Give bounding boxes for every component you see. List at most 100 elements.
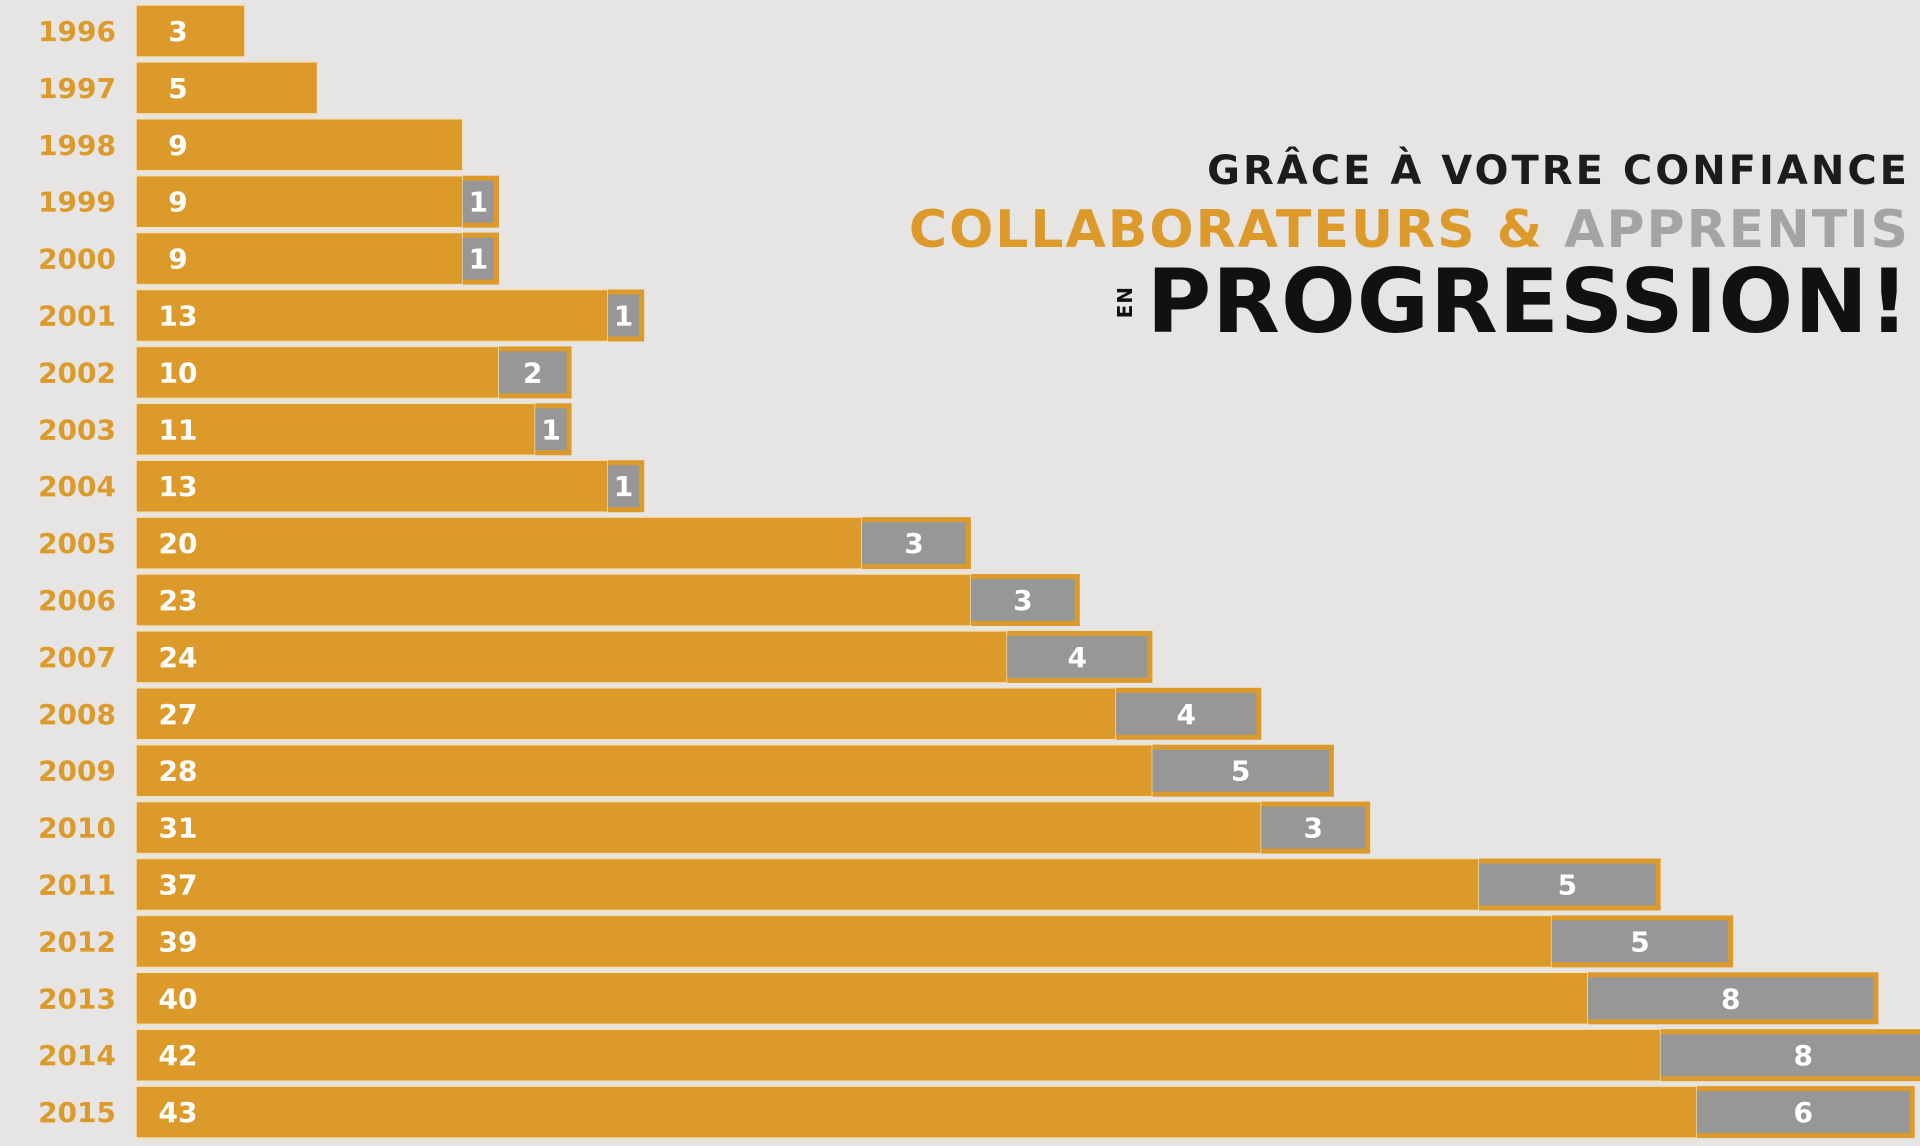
- y-tick-label: 2002: [38, 356, 116, 389]
- bar-apprentis: [535, 408, 567, 451]
- y-tick-label: 2015: [38, 1096, 116, 1129]
- bar-collaborateurs: [135, 1085, 1698, 1139]
- heading-line-2: COLLABORATEURS & APPRENTIS: [909, 200, 1910, 260]
- bar-apprentis: [1588, 977, 1874, 1020]
- value-label-collaborateurs: 11: [159, 413, 198, 446]
- value-label-collaborateurs: 37: [159, 869, 198, 902]
- value-label-apprentis: 2: [523, 356, 542, 389]
- y-tick-label: 2010: [38, 812, 116, 845]
- bar-apprentis: [862, 522, 966, 565]
- y-tick-label: 2003: [38, 413, 116, 446]
- bar-collaborateurs: [135, 61, 319, 115]
- value-label-apprentis: 4: [1068, 641, 1087, 674]
- value-label-collaborateurs: 9: [168, 186, 187, 219]
- heading-apprentis: APPRENTIS: [1564, 200, 1910, 260]
- value-label-collaborateurs: 13: [159, 470, 198, 503]
- bar-apprentis: [462, 237, 494, 280]
- y-tick-label: 2013: [38, 982, 116, 1015]
- y-tick-label: 1999: [38, 186, 116, 219]
- value-label-apprentis: 3: [1013, 584, 1032, 617]
- bar-apprentis: [1551, 920, 1729, 963]
- y-tick-label: 1997: [38, 72, 116, 105]
- y-tick-label: 2000: [38, 243, 116, 276]
- value-label-apprentis: 3: [904, 527, 923, 560]
- value-label-collaborateurs: 3: [168, 15, 187, 48]
- bar-collaborateurs: [135, 516, 863, 570]
- y-tick-label: 2004: [38, 470, 116, 503]
- value-label-collaborateurs: 5: [168, 72, 187, 105]
- bar-collaborateurs: [135, 573, 972, 627]
- value-label-apprentis: 5: [1558, 869, 1577, 902]
- value-label-apprentis: 3: [1304, 812, 1323, 845]
- bar-collaborateurs: [135, 914, 1553, 969]
- value-label-apprentis: 5: [1231, 755, 1250, 788]
- bar-collaborateurs: [135, 288, 609, 343]
- heading-ampersand: &: [1496, 200, 1545, 260]
- value-label-apprentis: 1: [541, 413, 560, 446]
- value-label-collaborateurs: 13: [159, 300, 198, 333]
- bar-collaborateurs: [135, 857, 1480, 912]
- bar-collaborateurs: [135, 118, 464, 172]
- y-tick-label: 1998: [38, 129, 116, 162]
- heading-collaborateurs: COLLABORATEURS: [908, 200, 1477, 260]
- value-label-apprentis: 1: [614, 470, 633, 503]
- bar-collaborateurs: [135, 743, 1154, 798]
- y-tick-label: 2006: [38, 584, 116, 617]
- bar-apprentis: [1261, 806, 1366, 849]
- bar-apprentis: [1479, 863, 1656, 906]
- bar-collaborateurs: [135, 231, 464, 286]
- bar-apprentis: [1660, 1034, 1920, 1077]
- value-label-collaborateurs: 31: [159, 812, 198, 845]
- bar-apprentis: [499, 351, 567, 394]
- y-tick-label: 2007: [38, 641, 116, 674]
- heading-en: EN: [1112, 285, 1137, 319]
- bar-collaborateurs: [135, 459, 609, 513]
- heading-line-1: GRÂCE À VOTRE CONFIANCE: [1207, 148, 1910, 194]
- bar-collaborateurs: [135, 971, 1589, 1026]
- value-label-collaborateurs: 20: [159, 527, 198, 560]
- value-label-apprentis: 5: [1630, 925, 1649, 958]
- bar-apprentis: [462, 180, 494, 223]
- value-label-collaborateurs: 24: [159, 641, 198, 674]
- value-label-apprentis: 8: [1721, 982, 1740, 1015]
- heading-line-3: EN PROGRESSION!: [1113, 258, 1910, 346]
- value-label-apprentis: 8: [1794, 1039, 1813, 1072]
- value-label-apprentis: 1: [614, 300, 633, 333]
- bar-apprentis: [607, 294, 640, 337]
- bar-apprentis: [607, 465, 640, 508]
- bar-apprentis: [1116, 692, 1257, 735]
- value-label-apprentis: 1: [469, 186, 488, 219]
- value-label-collaborateurs: 9: [168, 129, 187, 162]
- bar-apprentis: [1152, 749, 1329, 792]
- y-tick-label: 2011: [38, 869, 116, 902]
- y-tick-label: 2001: [38, 300, 116, 333]
- bar-collaborateurs: [135, 630, 1008, 684]
- value-label-collaborateurs: 42: [159, 1039, 198, 1072]
- value-label-collaborateurs: 10: [159, 356, 198, 389]
- value-label-apprentis: 1: [469, 243, 488, 276]
- y-tick-label: 2012: [38, 925, 116, 958]
- bar-collaborateurs: [135, 687, 1117, 741]
- value-label-apprentis: 6: [1794, 1096, 1813, 1129]
- value-label-collaborateurs: 40: [159, 982, 198, 1015]
- y-tick-label: 2009: [38, 755, 116, 788]
- bar-apprentis: [970, 579, 1075, 621]
- value-label-collaborateurs: 23: [159, 584, 198, 617]
- value-label-collaborateurs: 28: [159, 755, 198, 788]
- value-label-collaborateurs: 27: [159, 698, 198, 731]
- y-tick-label: 2014: [38, 1039, 116, 1072]
- value-label-apprentis: 4: [1176, 698, 1195, 731]
- bar-collaborateurs: [135, 1028, 1662, 1082]
- y-tick-label: 2008: [38, 698, 116, 731]
- heading-progression: PROGRESSION!: [1146, 250, 1910, 353]
- y-tick-label: 1996: [38, 15, 116, 48]
- bar-collaborateurs: [135, 345, 500, 400]
- value-label-collaborateurs: 9: [168, 243, 187, 276]
- bar-collaborateurs: [135, 800, 1263, 855]
- y-tick-label: 2005: [38, 527, 116, 560]
- bar-apprentis: [1696, 1091, 1910, 1134]
- value-label-collaborateurs: 39: [159, 925, 198, 958]
- bar-collaborateurs: [135, 4, 246, 58]
- value-label-collaborateurs: 43: [159, 1096, 198, 1129]
